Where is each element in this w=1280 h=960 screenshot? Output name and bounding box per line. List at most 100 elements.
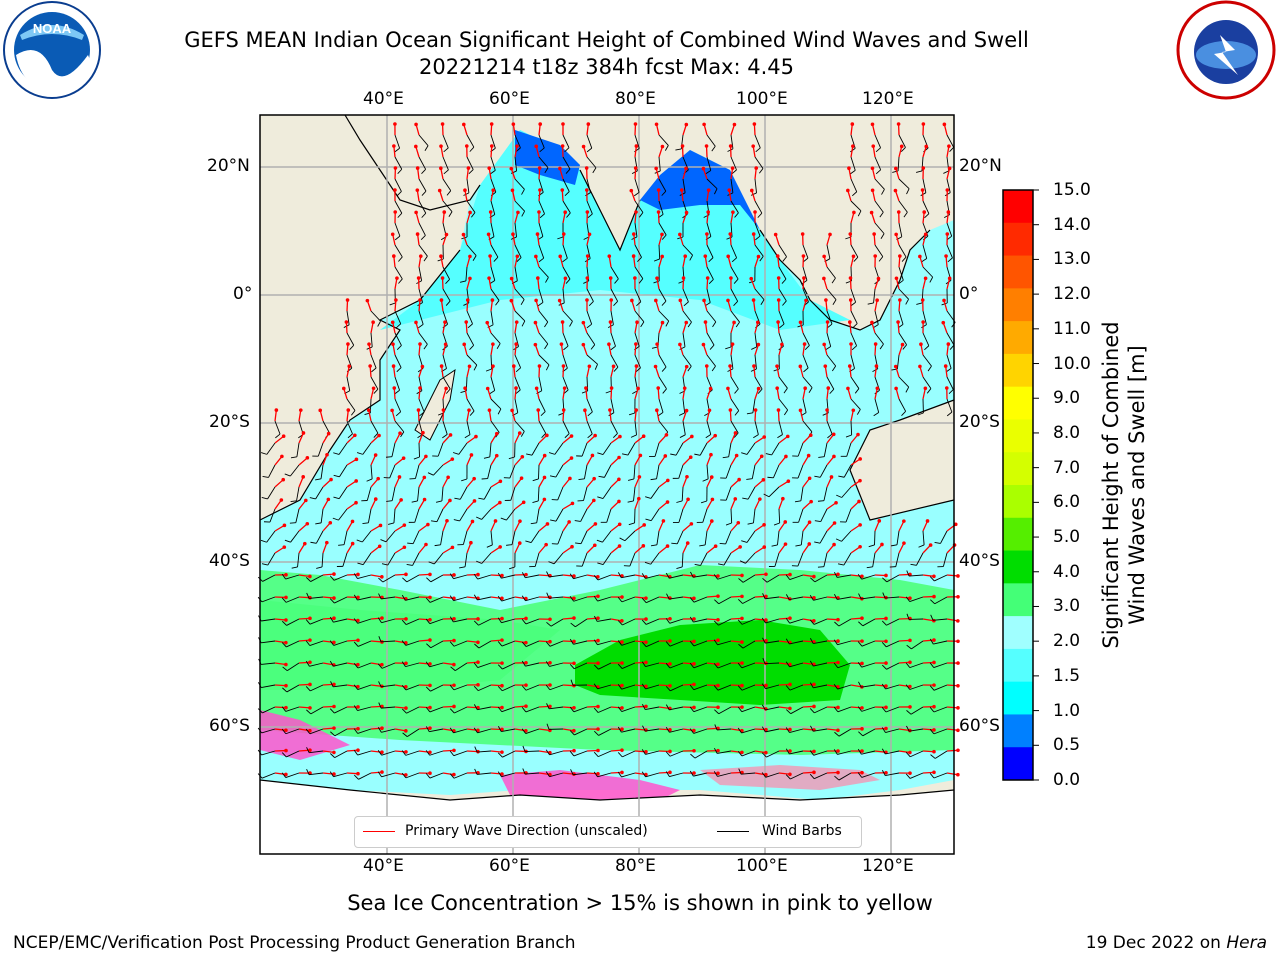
sea-ice-west xyxy=(260,710,350,760)
wave-arrow-head xyxy=(356,705,360,709)
wave-arrow-head xyxy=(707,408,712,413)
wave-arrow xyxy=(727,256,732,268)
wind-barb xyxy=(466,178,470,193)
wave-arrow-head xyxy=(802,342,807,346)
wind-barb xyxy=(285,772,300,778)
wave-arrow-head xyxy=(826,386,831,390)
wind-barb-feather xyxy=(442,433,448,439)
wind-barb-feather xyxy=(737,662,743,669)
wind-barb-feather xyxy=(566,212,571,218)
wind-barb-feather xyxy=(803,367,809,373)
wave-arrow-head xyxy=(932,704,936,709)
wave-arrow xyxy=(514,477,523,488)
wave-arrow-head xyxy=(462,342,467,347)
wind-barb-feather xyxy=(873,412,879,417)
wind-barb-feather xyxy=(905,386,910,393)
wave-arrow xyxy=(610,618,622,622)
wind-barb-feather xyxy=(483,456,490,459)
wind-barb-feather xyxy=(353,573,358,579)
wind-barb-feather xyxy=(423,343,428,350)
wind-barb-feather xyxy=(758,168,764,174)
wave-arrow-head xyxy=(354,500,358,505)
wave-arrow-head xyxy=(894,166,898,171)
wave-arrow xyxy=(874,544,883,554)
wind-barb xyxy=(700,552,708,566)
wave-arrow-head xyxy=(548,660,552,665)
wind-barb xyxy=(418,398,425,413)
wave-arrow xyxy=(850,434,859,444)
wind-barb-feather xyxy=(804,345,810,351)
wind-barb xyxy=(442,156,449,171)
wind-barb xyxy=(669,640,684,647)
wind-barb-feather xyxy=(306,577,311,582)
wave-arrow-head xyxy=(783,520,788,524)
wave-arrow xyxy=(298,574,310,578)
wave-arrow-head xyxy=(654,166,658,171)
wave-arrow xyxy=(849,321,852,334)
wave-arrow xyxy=(922,728,935,731)
wave-arrow-head xyxy=(730,342,735,346)
wave-arrow xyxy=(826,544,835,554)
wave-arrow-head xyxy=(537,210,541,214)
wind-barb xyxy=(405,684,420,691)
wind-barb-feather xyxy=(636,301,642,307)
wind-barb xyxy=(841,486,852,498)
wind-barb-feather xyxy=(449,641,455,647)
wave-arrow xyxy=(895,366,900,378)
wave-arrow-head xyxy=(393,210,398,214)
wave-arrow xyxy=(777,409,780,422)
wave-arrow xyxy=(826,321,829,334)
wind-barb xyxy=(490,310,494,325)
wind-barb-feather xyxy=(676,500,683,503)
wind-barb-feather xyxy=(809,773,815,779)
wind-barb xyxy=(489,442,492,457)
wind-barb-feather xyxy=(450,666,456,671)
wind-barb-feather xyxy=(617,663,623,669)
wave-arrow xyxy=(394,750,407,753)
wave-arrow xyxy=(464,388,468,400)
wave-arrow-head xyxy=(749,188,754,193)
wind-barb-feather xyxy=(665,704,670,711)
wind-barb-feather xyxy=(725,522,732,526)
wind-barb xyxy=(573,640,588,645)
wind-barb-feather xyxy=(665,726,670,733)
wind-barb xyxy=(333,684,348,688)
wind-barb-feather xyxy=(661,300,667,306)
wind-barb-feather xyxy=(541,432,547,438)
wind-barb-feather xyxy=(761,617,766,624)
wave-arrow xyxy=(418,456,427,466)
wind-barb-feather xyxy=(713,639,718,646)
wave-arrow xyxy=(322,640,334,644)
wind-barb-feather xyxy=(593,730,599,736)
wind-barb xyxy=(575,618,588,628)
wave-arrow-head xyxy=(870,320,874,325)
wave-arrow xyxy=(490,344,494,356)
wind-barb-feather xyxy=(665,771,670,777)
wind-barb xyxy=(549,772,564,778)
wind-barb-feather xyxy=(423,255,428,262)
wave-arrow-head xyxy=(393,166,398,170)
wind-barb-feather xyxy=(617,771,622,778)
wind-barb-feather xyxy=(898,279,904,285)
wave-arrow-head xyxy=(764,618,768,622)
wind-barb xyxy=(693,728,708,734)
wind-barb xyxy=(730,354,734,369)
wave-arrow-head xyxy=(856,432,860,437)
wave-arrow-head xyxy=(665,544,670,548)
wave-arrow xyxy=(394,772,406,776)
wave-arrow-head xyxy=(716,594,720,598)
wind-barb-feather xyxy=(426,577,432,583)
wave-arrow xyxy=(490,366,494,378)
wave-arrow-head xyxy=(705,232,709,236)
wave-arrow xyxy=(488,168,492,180)
wind-barb xyxy=(754,288,765,300)
wind-barb-feather xyxy=(386,500,393,502)
wave-arrow xyxy=(727,300,732,312)
wave-arrow xyxy=(897,321,900,334)
wind-barb-feather xyxy=(809,660,814,667)
wave-arrow xyxy=(610,436,621,444)
wave-arrow xyxy=(298,523,308,532)
wind-barb xyxy=(861,662,876,668)
wave-arrow-head xyxy=(924,144,929,149)
wave-arrow-head xyxy=(834,500,838,505)
